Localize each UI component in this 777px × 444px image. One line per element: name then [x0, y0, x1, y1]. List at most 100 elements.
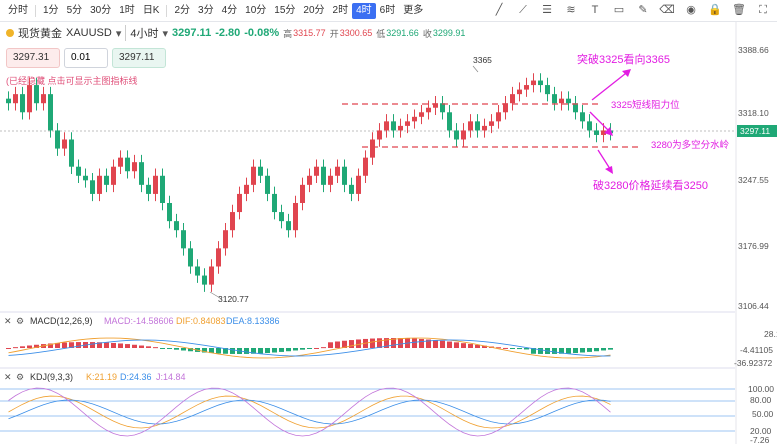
macd-bar [62, 342, 67, 348]
j-line [8, 387, 611, 437]
fib-icon[interactable]: ☰ [542, 4, 552, 16]
macd-bar [601, 348, 606, 351]
kdj-collapse-icon[interactable]: ✕ [4, 372, 12, 382]
macd-bar [251, 348, 256, 354]
timeframe-11[interactable]: 20分 [303, 4, 325, 16]
candle-body [104, 175, 109, 185]
macd-bar [132, 344, 137, 348]
overlays [209, 65, 640, 299]
candle-body [412, 116, 417, 122]
timeframe-15[interactable]: 更多 [403, 4, 424, 16]
candle-body [83, 175, 88, 181]
trendline-icon[interactable]: ╱ [495, 4, 503, 16]
candle-body [573, 103, 578, 113]
timeframe-9[interactable]: 10分 [245, 4, 267, 16]
timeframe-7[interactable]: 3分 [198, 4, 214, 16]
macd-bar [391, 338, 396, 348]
macd-bar [34, 344, 39, 348]
timeframe-2[interactable]: 5分 [66, 4, 83, 16]
macd-bar [412, 338, 417, 348]
candle-body [139, 162, 144, 185]
timeframe-0[interactable]: 分时 [8, 4, 28, 16]
candle-body [321, 166, 326, 185]
candle-body [377, 130, 382, 140]
macd-bar [314, 347, 319, 349]
timeframe-3[interactable]: 30分 [90, 4, 112, 16]
candle-body [272, 193, 277, 213]
separator [35, 4, 36, 17]
timeframe-toolbar: 分时 1分 5分 30分 1时 日K 2分 3分 4分 10分 15分 20分 2时 4时 6时 更多 ╱ ⟋… [0, 0, 777, 22]
macd-bar [139, 345, 144, 348]
high-marker [472, 65, 479, 73]
rect-icon[interactable]: ▭ [613, 4, 625, 16]
kdj-settings-icon[interactable]: ⚙ [16, 372, 24, 382]
macd-bar [328, 342, 333, 348]
macd-bar [573, 348, 578, 354]
ray-icon[interactable]: ⟋ [519, 4, 527, 16]
candle-body [419, 112, 424, 117]
timeframe-12[interactable]: 2时 [332, 4, 349, 16]
timeframe-14[interactable]: 6时 [379, 4, 396, 16]
macd-bar [202, 348, 207, 353]
macd-bar [160, 348, 165, 349]
macd-bar [104, 342, 109, 348]
macd-settings-icon[interactable]: ⚙ [16, 316, 24, 326]
macd-bar [587, 348, 592, 352]
macd-bar [48, 343, 53, 348]
low-marker [209, 291, 221, 299]
timeframe-13[interactable]: 4时 [352, 2, 376, 19]
brush-icon[interactable]: ✎ [638, 4, 648, 16]
macd-bar [461, 343, 466, 348]
kdj-title: KDJ(9,3,3) [30, 372, 73, 382]
chevron-down-icon[interactable]: ▾ [162, 27, 169, 40]
macd-bar [111, 342, 116, 348]
fullscreen-icon[interactable]: ⛶ [759, 4, 767, 16]
close-label: 收 [422, 28, 432, 39]
eye-icon[interactable]: ◉ [686, 4, 696, 16]
buy-price-button[interactable]: 3297.11 [112, 48, 166, 68]
trash-icon[interactable]: 🗑 [732, 4, 746, 16]
up-break-annotation: 突破3325看向3365 [577, 52, 670, 66]
text-icon[interactable]: T [591, 4, 599, 16]
timeframe-10[interactable]: 15分 [274, 4, 296, 16]
lock-icon[interactable]: 🔒 [708, 4, 722, 16]
macd-bar [6, 348, 11, 349]
timeframe-8[interactable]: 4分 [221, 4, 238, 16]
macd-bar [398, 338, 403, 348]
macd-bar [440, 340, 445, 348]
timeframe-1[interactable]: 1分 [43, 4, 59, 16]
candle-body [468, 121, 473, 131]
open-label: 开 [329, 28, 339, 39]
period-label[interactable]: 4小时 [125, 25, 159, 41]
sell-price-button[interactable]: 3297.31 [6, 48, 60, 68]
macd-collapse-icon[interactable]: ✕ [4, 316, 12, 326]
macd-axis-label: -4.41105 [740, 345, 773, 355]
drawing-tools: ╱ ⟋ ☰ ≋ T ▭ ✎ ⌫ ◉ 🔒 🗑 ⛶ [491, 2, 771, 18]
macd-bar [55, 342, 60, 348]
chevron-down-icon[interactable]: ▾ [115, 27, 122, 40]
candle-body [587, 121, 592, 131]
macd-bar [223, 348, 228, 354]
macd-bar [335, 341, 340, 348]
candle-body [601, 130, 606, 135]
candle-body [216, 248, 221, 267]
timeframe-5[interactable]: 日K [142, 4, 160, 16]
macd-bar [265, 348, 270, 354]
timeframe-6[interactable]: 2分 [174, 4, 191, 16]
quantity-input[interactable]: 0.01 [64, 48, 108, 68]
timeframe-4[interactable]: 1时 [119, 4, 135, 16]
macd-bar [608, 348, 613, 350]
d-line [8, 399, 611, 425]
kdj-axis-label: 50.00 [752, 409, 774, 419]
indicator-hint[interactable]: (已经隐藏 点击可显示主图指标线 [6, 76, 138, 86]
macd-bar [510, 348, 515, 349]
channel-icon[interactable]: ≋ [566, 4, 576, 16]
macd-bar [594, 348, 599, 352]
low-value: 3291.66 [386, 28, 419, 38]
candle-body [307, 175, 312, 185]
last-price: 3297.11 [172, 27, 212, 39]
candle-body [328, 175, 333, 185]
eraser-icon[interactable]: ⌫ [659, 4, 675, 16]
price-axis: 3388.66 3318.10 3247.55 3176.99 3106.44 … [734, 45, 777, 444]
